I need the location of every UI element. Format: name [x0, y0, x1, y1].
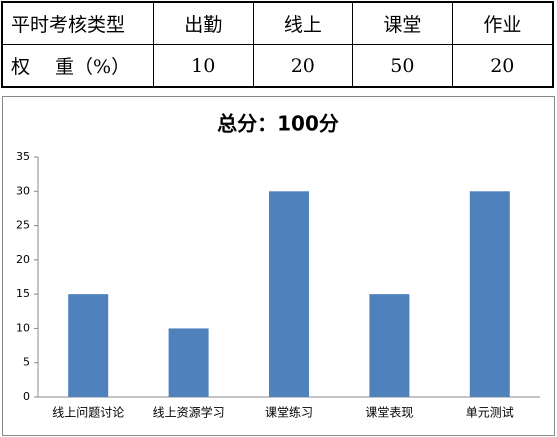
y-tick-label: 5	[23, 356, 30, 369]
table-cell: 出勤	[153, 1, 254, 45]
bar	[369, 294, 410, 397]
table-cell: 作业	[451, 1, 554, 45]
table-cell: 20	[451, 44, 554, 88]
bar	[269, 191, 309, 397]
table-cell: 线上	[252, 1, 354, 45]
x-tick-label: 单元测试	[466, 405, 514, 420]
table-row: 平时考核类型 出勤 线上 课堂 作业	[1, 1, 554, 45]
table-cell: 20	[252, 44, 354, 88]
chart-title: 总分：100分	[217, 112, 339, 136]
table-cell: 课堂	[352, 1, 453, 45]
bar	[469, 191, 510, 397]
bar	[68, 294, 109, 397]
chart: 总分：100分 0 5 10 15 20 25 30 35 线上问题讨论 线上资源学习 课堂练习 课堂…	[2, 96, 555, 436]
y-tick-label: 25	[16, 219, 30, 232]
y-tick-label: 0	[23, 390, 30, 403]
x-tick-label: 线上问题讨论	[52, 406, 124, 420]
table-cell: 权 重（%）	[1, 44, 154, 88]
y-tick-label: 15	[16, 287, 30, 300]
x-tick-label: 线上资源学习	[153, 405, 225, 420]
y-tick-label: 35	[16, 150, 30, 163]
y-tick-label: 30	[16, 184, 30, 197]
y-tick-label: 20	[16, 253, 30, 266]
bar	[168, 328, 209, 397]
table-cell: 平时考核类型	[1, 1, 154, 45]
weight-table: 平时考核类型 出勤 线上 课堂 作业权 重（%） 10 20 50 20	[1, 1, 554, 88]
x-tick-label: 课堂表现	[365, 406, 413, 420]
table-cell: 10	[153, 44, 254, 88]
table-cell: 50	[352, 44, 453, 88]
table-row: 权 重（%） 10 20 50 20	[1, 44, 554, 88]
y-tick-label: 10	[16, 321, 30, 334]
x-tick-label: 课堂练习	[265, 405, 313, 420]
